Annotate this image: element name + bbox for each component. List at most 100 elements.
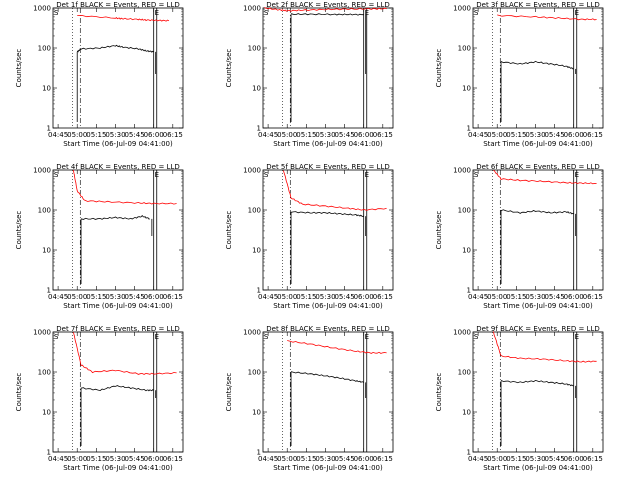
y-tick-label: 1000	[453, 5, 471, 13]
y-tick-label: 1	[47, 125, 51, 133]
y-tick-label: 100	[248, 369, 261, 377]
end-marker-label: E	[575, 333, 579, 341]
y-tick-label: 1	[47, 287, 51, 295]
y-tick-label: 1	[47, 449, 51, 457]
y-tick-label: 1000	[243, 5, 261, 13]
x-tick-label: 05:15	[296, 455, 316, 463]
lld-series-line	[493, 170, 597, 185]
x-tick-label: 05:45	[544, 293, 564, 301]
plot-frame	[472, 169, 604, 291]
x-tick-label: 06:15	[373, 293, 393, 301]
x-tick-label: 06:00	[144, 455, 164, 463]
detector-panel-7: Det 7f BLACK = Events, RED = LLD 1 10 100 10…	[15, 325, 184, 472]
y-axis-label: Counts/sec	[15, 211, 23, 250]
end-marker-label: E	[365, 171, 369, 179]
x-tick-label: 06:00	[144, 131, 164, 139]
x-tick-label: 05:45	[334, 131, 354, 139]
plot-frame	[52, 7, 184, 129]
end-marker-label: E	[575, 9, 579, 17]
x-axis-label: Start Time (06-Jul-09 04:41:00)	[273, 464, 383, 472]
x-tick-label: 05:15	[86, 455, 106, 463]
y-axis-label: Counts/sec	[15, 373, 23, 412]
x-tick-label: 05:30	[105, 455, 125, 463]
start-marker-label: S	[474, 333, 479, 341]
y-tick-label: 1	[257, 449, 261, 457]
panel-title: Det 4f BLACK = Events, RED = LLD	[56, 163, 179, 171]
x-tick-label: 06:15	[163, 293, 183, 301]
x-tick-label: 05:15	[296, 293, 316, 301]
y-tick-label: 10	[252, 247, 261, 255]
lld-series-line	[73, 332, 177, 375]
detector-panel-8: Det 8f BLACK = Events, RED = LLD 1 10 100 10…	[225, 325, 394, 472]
x-tick-label: 05:30	[525, 131, 545, 139]
y-axis-label: Counts/sec	[435, 373, 443, 412]
x-tick-label: 06:00	[564, 455, 584, 463]
y-axis-label: Counts/sec	[225, 49, 233, 88]
x-tick-label: 05:15	[296, 131, 316, 139]
x-tick-label: 04:45	[258, 131, 278, 139]
x-tick-label: 04:45	[48, 293, 68, 301]
x-tick-label: 05:30	[315, 293, 335, 301]
lld-series-line	[493, 331, 597, 363]
y-axis-label: Counts/sec	[225, 211, 233, 250]
detector-panel-2: Det 2f BLACK = Events, RED = LLD 1 10 100 10…	[225, 1, 394, 148]
detector-panel-3: Det 3f BLACK = Events, RED = LLD 1 10 100 10…	[435, 1, 604, 148]
panel-title: Det 9f BLACK = Events, RED = LLD	[476, 325, 599, 333]
lld-series-line	[73, 169, 177, 205]
y-tick-label: 100	[248, 207, 261, 215]
x-axis-label: Start Time (06-Jul-09 04:41:00)	[483, 464, 593, 472]
x-tick-label: 06:15	[373, 131, 393, 139]
x-tick-label: 04:45	[258, 455, 278, 463]
events-series-line	[290, 13, 364, 16]
x-tick-label: 04:45	[48, 455, 68, 463]
end-marker-label: E	[155, 333, 159, 341]
x-tick-label: 04:45	[468, 293, 488, 301]
x-tick-label: 04:45	[468, 131, 488, 139]
plot-frame	[262, 7, 394, 129]
y-tick-label: 10	[462, 247, 471, 255]
y-axis-label: Counts/sec	[435, 211, 443, 250]
x-axis-label: Start Time (06-Jul-09 04:41:00)	[63, 464, 173, 472]
lld-series-line	[77, 14, 170, 22]
events-series-line	[500, 60, 574, 70]
y-tick-label: 100	[38, 207, 51, 215]
start-marker-label: S	[264, 171, 269, 179]
x-tick-label: 05:30	[105, 293, 125, 301]
x-tick-label: 05:00	[277, 131, 297, 139]
x-tick-label: 05:15	[506, 293, 526, 301]
x-tick-label: 06:15	[373, 455, 393, 463]
end-marker-label: E	[155, 171, 159, 179]
end-marker-label: E	[155, 9, 159, 17]
events-series-line	[290, 211, 364, 217]
plot-frame	[52, 169, 184, 291]
end-marker-label: E	[365, 333, 369, 341]
detector-panel-4: Det 4f BLACK = Events, RED = LLD 1 10 100 10…	[15, 163, 184, 310]
x-axis-label: Start Time (06-Jul-09 04:41:00)	[483, 302, 593, 310]
x-tick-label: 05:45	[124, 131, 144, 139]
panel-title: Det 2f BLACK = Events, RED = LLD	[266, 1, 389, 9]
panel-title: Det 3f BLACK = Events, RED = LLD	[476, 1, 599, 9]
panel-title: Det 5f BLACK = Events, RED = LLD	[266, 163, 389, 171]
plot-frame	[472, 7, 604, 129]
plot-frame	[52, 331, 184, 453]
y-tick-label: 1	[467, 125, 471, 133]
y-axis-label: Counts/sec	[435, 49, 443, 88]
x-tick-label: 05:00	[277, 455, 297, 463]
detector-panel-1: Det 1f BLACK = Events, RED = LLD 1 10 100 10…	[15, 1, 184, 148]
x-tick-label: 05:00	[67, 455, 87, 463]
lld-series-line	[264, 7, 387, 12]
y-tick-label: 1	[257, 125, 261, 133]
y-tick-label: 10	[42, 247, 51, 255]
start-marker-label: S	[264, 333, 269, 341]
panel-title: Det 8f BLACK = Events, RED = LLD	[266, 325, 389, 333]
x-tick-label: 05:30	[525, 293, 545, 301]
y-tick-label: 100	[458, 369, 471, 377]
x-tick-label: 05:00	[67, 131, 87, 139]
x-tick-label: 05:45	[334, 455, 354, 463]
start-marker-label: S	[54, 333, 59, 341]
y-tick-label: 100	[458, 45, 471, 53]
x-tick-label: 05:30	[315, 131, 335, 139]
y-tick-label: 1000	[33, 5, 51, 13]
x-axis-label: Start Time (06-Jul-09 04:41:00)	[483, 140, 593, 148]
